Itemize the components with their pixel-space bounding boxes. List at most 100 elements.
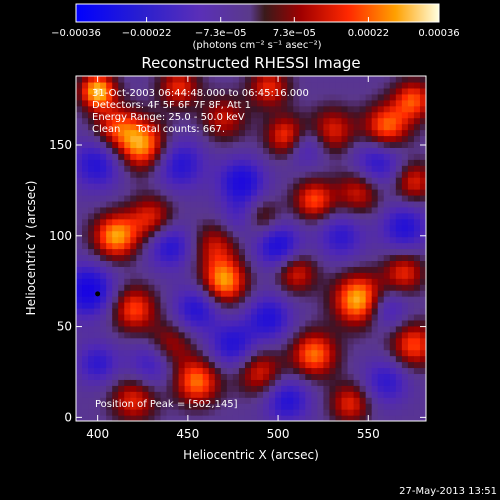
heatmap-cell — [317, 307, 325, 315]
heatmap-cell — [251, 93, 258, 101]
heatmap-cell — [190, 111, 198, 119]
heatmap-cell — [244, 415, 252, 421]
heatmap-cell — [124, 373, 131, 380]
heatmap-cell — [275, 361, 282, 369]
heatmap-cell — [214, 385, 222, 392]
heatmap-cell — [172, 248, 180, 256]
heatmap-cell — [257, 260, 264, 267]
heatmap-cell — [184, 248, 192, 256]
footer-date: 27-May-2013 13:51 — [399, 486, 497, 497]
heatmap-cell — [419, 337, 426, 345]
heatmap-cell — [190, 373, 198, 380]
heatmap-cell — [100, 189, 107, 196]
heatmap-cell — [208, 99, 216, 107]
heatmap-cell — [413, 254, 421, 261]
heatmap-cell — [190, 284, 198, 291]
heatmap-cell — [311, 99, 318, 107]
heatmap-cell — [214, 409, 222, 416]
heatmap-cell — [365, 266, 373, 273]
heatmap-cell — [299, 284, 306, 291]
heatmap-cell — [118, 349, 125, 357]
heatmap-cell — [257, 391, 264, 398]
heatmap-cell — [389, 391, 397, 398]
heatmap-cell — [130, 307, 137, 315]
heatmap-cell — [329, 236, 337, 244]
heatmap-cell — [389, 272, 397, 279]
heatmap-cell — [335, 159, 343, 166]
heatmap-cell — [142, 409, 150, 416]
heatmap-cell — [208, 236, 216, 244]
heatmap-cell — [323, 147, 331, 154]
heatmap-cell — [257, 313, 264, 321]
heatmap-cell — [305, 319, 312, 327]
heatmap-cell — [353, 373, 361, 380]
heatmap-cell — [94, 403, 101, 410]
heatmap-cell — [238, 242, 246, 250]
heatmap-cell — [142, 147, 150, 154]
heatmap-cell — [359, 194, 367, 202]
heatmap-cell — [82, 111, 89, 119]
heatmap-cell — [299, 319, 306, 327]
heatmap-cell — [82, 171, 89, 178]
colorbar-tick-label: −0.00036 — [51, 28, 101, 39]
heatmap-cell — [220, 153, 228, 160]
heatmap-cell — [148, 355, 156, 363]
heatmap-cell — [172, 284, 180, 291]
heatmap-cell — [257, 200, 264, 208]
heatmap-cell — [172, 397, 180, 404]
heatmap-cell — [293, 296, 300, 303]
heatmap-cell — [76, 254, 83, 261]
heatmap-cell — [383, 183, 391, 190]
heatmap-cell — [118, 153, 125, 160]
heatmap-cell — [172, 183, 180, 190]
heatmap-cell — [251, 379, 258, 386]
heatmap-cell — [281, 159, 288, 166]
heatmap-cell — [76, 189, 83, 196]
heatmap-cell — [148, 337, 156, 345]
heatmap-cell — [419, 171, 426, 178]
heatmap-cell — [100, 278, 107, 285]
heatmap-cell — [269, 254, 276, 261]
heatmap-cell — [226, 343, 234, 351]
heatmap-cell — [244, 302, 252, 309]
heatmap-cell — [136, 415, 143, 421]
heatmap-cell — [100, 325, 107, 333]
heatmap-cell — [275, 194, 282, 202]
heatmap-cell — [275, 385, 282, 392]
heatmap-cell — [413, 189, 421, 196]
heatmap-cell — [251, 373, 258, 380]
heatmap-cell — [160, 296, 168, 303]
heatmap-cell — [232, 76, 240, 83]
heatmap-cell — [214, 81, 222, 89]
heatmap-cell — [263, 331, 270, 339]
heatmap-cell — [311, 230, 318, 238]
heatmap-cell — [383, 76, 391, 83]
heatmap-cell — [166, 409, 174, 416]
heatmap-cell — [341, 76, 349, 83]
heatmap-cell — [238, 373, 246, 380]
heatmap-cell — [371, 81, 379, 89]
heatmap-cell — [190, 218, 198, 226]
heatmap-cell — [142, 290, 150, 297]
heatmap-cell — [281, 337, 288, 345]
heatmap-cell — [124, 260, 131, 267]
heatmap-cell — [118, 284, 125, 291]
heatmap-cell — [160, 260, 168, 267]
heatmap-cell — [100, 373, 107, 380]
heatmap-cell — [226, 278, 234, 285]
heatmap-cell — [293, 129, 300, 137]
heatmap-cell — [166, 183, 174, 190]
heatmap-cell — [377, 313, 385, 321]
heatmap-cell — [329, 212, 337, 220]
heatmap-cell — [178, 284, 186, 291]
heatmap-cell — [251, 361, 258, 369]
heatmap-cell — [359, 230, 367, 238]
heatmap-cell — [172, 224, 180, 232]
heatmap-cell — [329, 99, 337, 107]
heatmap-cell — [94, 296, 101, 303]
heatmap-cell — [208, 194, 216, 202]
heatmap-cell — [251, 355, 258, 363]
heatmap-cell — [82, 218, 89, 226]
heatmap-cell — [281, 248, 288, 256]
